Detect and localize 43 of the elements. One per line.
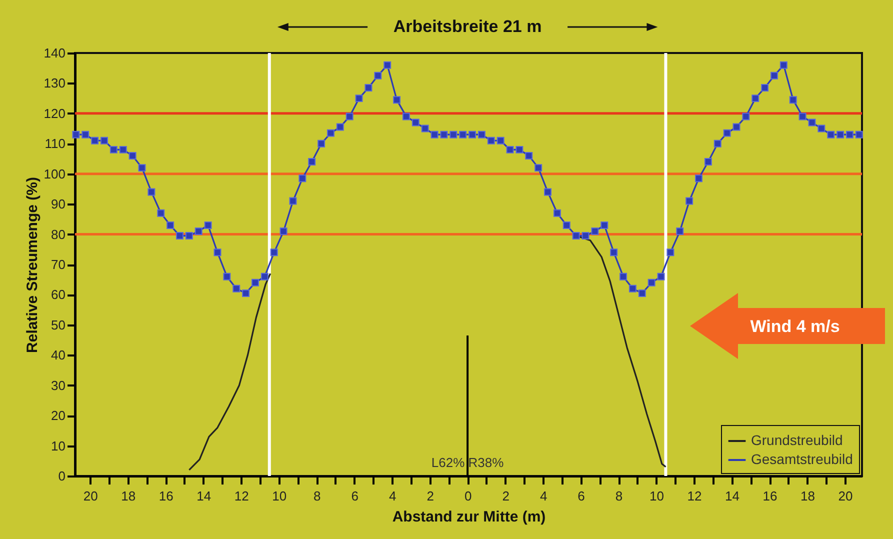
- x-tick-label: 14: [725, 488, 740, 504]
- y-tick-label: 100: [44, 166, 66, 182]
- x-tick-label: 8: [313, 488, 321, 504]
- x-axis-title: Abstand zur Mitte (m): [392, 508, 546, 526]
- x-tick-label: 4: [540, 488, 548, 504]
- y-tick-label: 110: [44, 136, 66, 152]
- legend-label: Grundstreubild: [751, 432, 843, 448]
- y-tick-label: 60: [51, 287, 66, 302]
- y-tick-label: 70: [51, 257, 66, 272]
- annotation: Wind 4 m/s: [750, 317, 840, 336]
- x-tick-label: 6: [351, 488, 358, 504]
- x-tick-label: 18: [800, 488, 816, 504]
- x-tick-label: 2: [502, 488, 510, 504]
- x-tick-label: 2: [426, 488, 434, 504]
- text: Arbeitsbreite 21 m: [393, 17, 542, 36]
- y-tick-label: 80: [51, 226, 66, 242]
- y-tick-label: 0: [58, 468, 66, 484]
- x-tick-label: 0: [464, 488, 472, 504]
- x-tick-label: 20: [838, 488, 853, 504]
- x-tick-label: 10: [272, 488, 287, 504]
- x-tick-label: 12: [687, 488, 702, 504]
- x-tick-label: 16: [762, 488, 778, 504]
- x-tick-label: 6: [578, 488, 585, 504]
- legend-label: Gesamtstreubild: [751, 451, 853, 467]
- y-tick-label: 140: [44, 46, 66, 60]
- x-tick-label: 8: [615, 488, 623, 504]
- y-tick-label: 90: [51, 196, 66, 212]
- annotation: L62% R38%: [431, 454, 504, 470]
- x-tick-label: 4: [388, 488, 396, 504]
- x-tick-label: 18: [121, 488, 136, 504]
- y-tick-label: 130: [44, 76, 66, 91]
- y-tick-label: 10: [51, 438, 66, 454]
- x-tick-label: 12: [234, 488, 249, 504]
- y-axis-title: Relative Streumenge (%): [24, 177, 41, 353]
- x-tick-label: 10: [650, 488, 664, 504]
- y-tick-label: 40: [51, 348, 66, 363]
- y-tick-label: 50: [51, 317, 66, 332]
- x-tick-label: 20: [83, 488, 98, 504]
- x-tick-label: 16: [158, 488, 174, 504]
- y-tick-label: 120: [44, 106, 66, 121]
- y-tick-label: 30: [51, 378, 66, 393]
- y-tick-label: 20: [51, 408, 66, 424]
- x-tick-label: 14: [196, 488, 212, 504]
